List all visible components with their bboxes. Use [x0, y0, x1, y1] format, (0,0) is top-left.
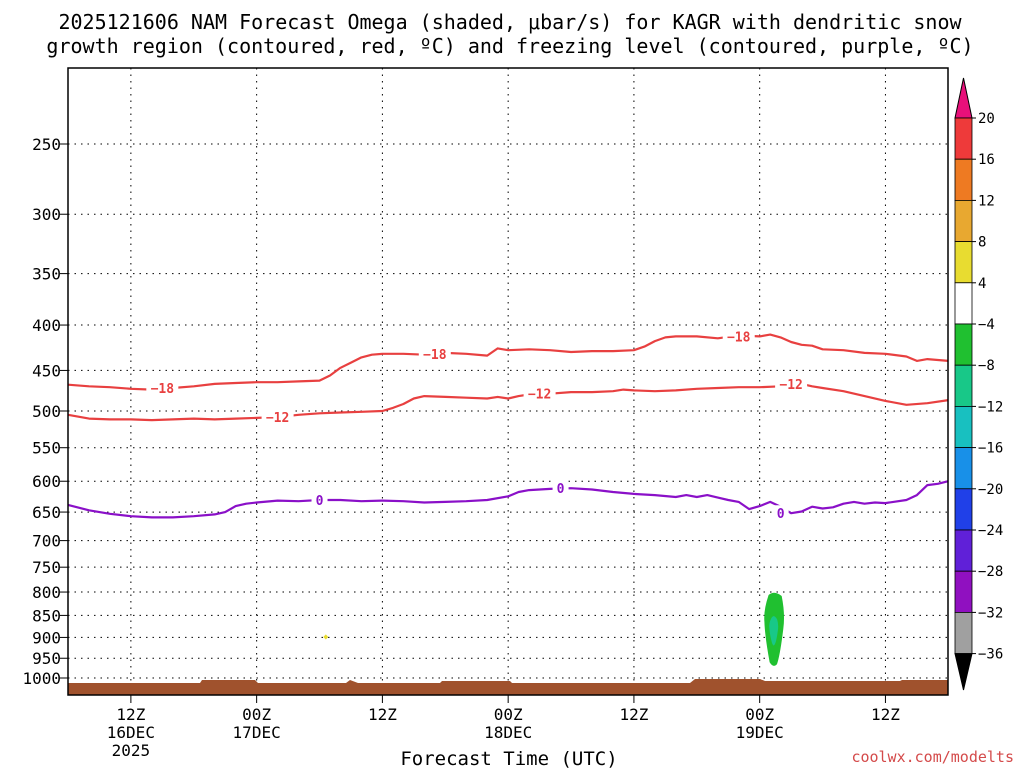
chart-title-line-1: 2025121606 NAM Forecast Omega (shaded, μ… [58, 10, 962, 34]
ground-layer [68, 679, 948, 695]
colorbar-swatch [954, 158, 973, 201]
contour-line-0 [67, 333, 949, 391]
credit-text: coolwx.com/modelts [851, 748, 1014, 766]
colorbar-label: −20 [978, 482, 1003, 498]
colorbar-swatch [954, 364, 973, 407]
contour-label-bg [722, 328, 755, 345]
contour-label-bg [311, 492, 328, 509]
contour-line-2 [67, 480, 949, 519]
colorbar-swatch [954, 405, 973, 448]
contour-label: −12 [528, 388, 551, 403]
colorbar-swatch [954, 199, 973, 242]
contour-label-bg [418, 345, 451, 362]
y-axis-ticks: 250 300 350 400 450 500 550 600 650 700 750 800 850 9… [22, 135, 68, 688]
colorbar-swatch [954, 612, 973, 655]
contour-label: −18 [727, 330, 751, 345]
x-tick-label: 18DEC [484, 723, 532, 742]
x-tick-label: 00Z [242, 705, 271, 724]
x-tick-label: 12Z [619, 705, 648, 724]
colorbar-label: −32 [978, 605, 1003, 621]
y-tick-label: 600 [32, 472, 61, 491]
colorbar-swatch [954, 241, 973, 284]
chart-title-line-2: growth region (contoured, red, ºC) and f… [46, 34, 973, 58]
y-tick-label: 400 [32, 316, 61, 335]
colorbar-label: −28 [978, 564, 1003, 580]
omega-region [769, 616, 779, 646]
y-tick-label: 500 [32, 402, 61, 421]
colorbar-label: 16 [978, 152, 995, 168]
omega-shading [323, 592, 785, 666]
y-tick-label: 700 [32, 532, 61, 551]
x-tick-label: 12Z [871, 705, 900, 724]
contour-label-bg [552, 480, 569, 497]
colorbar-label: 4 [978, 276, 986, 292]
contour-label-bg [261, 409, 294, 426]
colorbar-label: −24 [978, 523, 1003, 539]
colorbar-swatch [954, 529, 973, 572]
x-tick-label: 00Z [745, 705, 774, 724]
y-tick-label: 800 [32, 583, 61, 602]
x-tick-label: 19DEC [736, 723, 784, 742]
contour-label-bg [775, 375, 808, 392]
y-tick-label: 550 [32, 439, 61, 458]
y-tick-label: 300 [32, 205, 61, 224]
x-tick-label: 16DEC [107, 723, 155, 742]
x-tick-label: 00Z [494, 705, 523, 724]
colorbar-swatch [954, 117, 973, 160]
contour-label-bg [523, 385, 556, 402]
grid [68, 68, 948, 695]
colorbar-swatch [954, 447, 973, 490]
colorbar-swatch [954, 323, 973, 366]
colorbar-label: −4 [978, 317, 995, 333]
x-tick-label: 2025 [112, 741, 151, 760]
contour-label-bg [146, 379, 179, 396]
contour-series: −18 −18 −18 −12 −12 −12 0 0 0 [67, 328, 949, 522]
y-tick-label: 250 [32, 135, 61, 154]
contour-label-bg [772, 505, 789, 522]
colorbar-swatch [954, 570, 973, 613]
ground-surface [68, 679, 948, 695]
colorbar-label: 8 [978, 235, 986, 251]
colorbar-label: 20 [978, 111, 995, 127]
contour-label: 0 [557, 482, 565, 497]
contour-label: 0 [777, 507, 785, 522]
x-tick-label: 12Z [368, 705, 397, 724]
y-tick-label: 1000 [22, 669, 61, 688]
y-tick-label: 350 [32, 265, 61, 284]
y-tick-label: 900 [32, 628, 61, 647]
y-tick-label: 450 [32, 361, 61, 380]
x-axis-title: Forecast Time (UTC) [400, 748, 617, 768]
y-tick-label: 950 [32, 649, 61, 668]
contour-label: 0 [316, 494, 324, 509]
contour-label: −12 [266, 411, 289, 426]
contour-label: −18 [423, 348, 447, 363]
colorbar-bottom-arrow [954, 653, 973, 691]
y-tick-label: 750 [32, 558, 61, 577]
y-tick-label: 650 [32, 503, 61, 522]
colorbar-swatch [954, 488, 973, 531]
colorbar-label: −36 [978, 647, 1003, 663]
x-tick-label: 12Z [116, 705, 145, 724]
omega-speck [323, 634, 329, 640]
colorbar-label: −8 [978, 358, 995, 374]
colorbar-label: −12 [978, 399, 1003, 415]
colorbar-label: 12 [978, 193, 995, 209]
colorbar: 20 16 12 8 4 −4 −8 −12 −16 −20 −24 −28 −32 −36 [954, 77, 1003, 691]
colorbar-swatch [954, 282, 973, 325]
contour-label: −18 [151, 382, 175, 397]
x-tick-label: 17DEC [233, 723, 281, 742]
colorbar-top-arrow [954, 77, 973, 119]
colorbar-label: −16 [978, 441, 1003, 457]
y-tick-label: 850 [32, 606, 61, 625]
contour-label: −12 [779, 378, 802, 393]
